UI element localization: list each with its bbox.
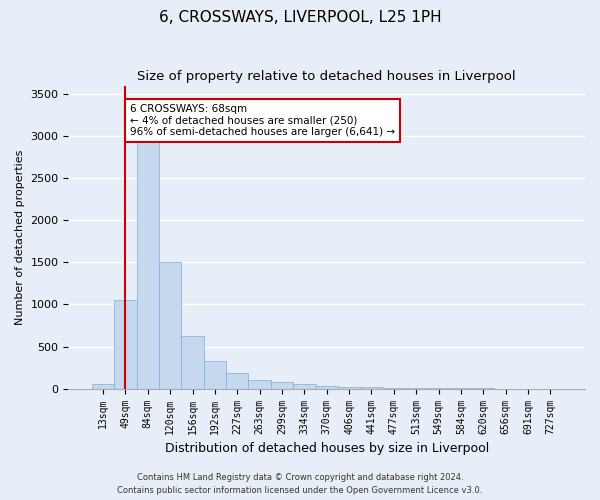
Text: 6 CROSSWAYS: 68sqm
← 4% of detached houses are smaller (250)
96% of semi-detache: 6 CROSSWAYS: 68sqm ← 4% of detached hous…	[130, 104, 395, 138]
Title: Size of property relative to detached houses in Liverpool: Size of property relative to detached ho…	[137, 70, 516, 83]
Bar	[181, 336, 204, 388]
Y-axis label: Number of detached properties: Number of detached properties	[15, 150, 25, 325]
Bar	[114, 300, 137, 388]
Bar	[338, 387, 360, 388]
Bar	[248, 380, 271, 388]
Bar	[159, 262, 181, 388]
Text: 6, CROSSWAYS, LIVERPOOL, L25 1PH: 6, CROSSWAYS, LIVERPOOL, L25 1PH	[158, 10, 442, 25]
Bar	[226, 372, 248, 388]
Bar	[204, 361, 226, 388]
Bar	[293, 384, 316, 388]
X-axis label: Distribution of detached houses by size in Liverpool: Distribution of detached houses by size …	[164, 442, 489, 455]
Bar	[137, 140, 159, 388]
Bar	[271, 382, 293, 388]
Bar	[92, 384, 114, 388]
Bar	[316, 386, 338, 388]
Text: Contains HM Land Registry data © Crown copyright and database right 2024.
Contai: Contains HM Land Registry data © Crown c…	[118, 474, 482, 495]
